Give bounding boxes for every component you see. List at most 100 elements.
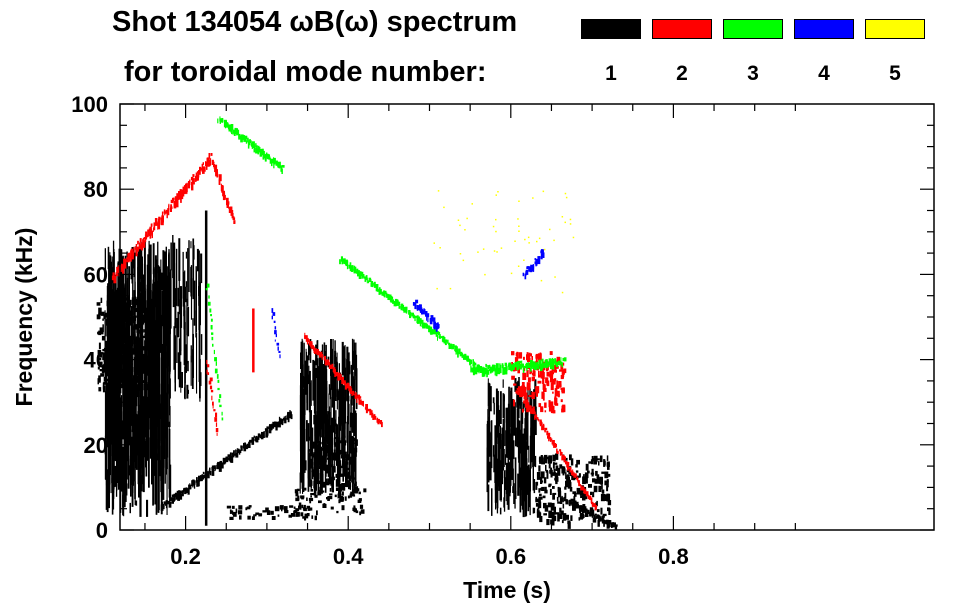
spectral-mark	[170, 242, 172, 271]
spectral-mark	[310, 410, 312, 448]
spectral-mark	[232, 217, 236, 221]
spectral-mark	[499, 364, 502, 370]
spectral-mark	[287, 415, 290, 423]
spectral-mark	[527, 236, 530, 239]
spectral-mark	[523, 356, 525, 360]
spectral-mark	[352, 438, 355, 444]
spectral-mark	[158, 321, 160, 403]
spectral-mark	[266, 430, 269, 436]
spectral-mark	[138, 437, 141, 472]
spectral-mark	[606, 455, 609, 461]
spectral-mark	[530, 364, 532, 372]
spectral-mark	[503, 470, 506, 512]
spectral-mark	[353, 505, 356, 510]
spectral-mark	[196, 332, 198, 394]
spectral-mark	[427, 325, 431, 329]
spectral-mark	[249, 439, 253, 443]
spectral-mark	[144, 290, 146, 315]
spectral-mark	[502, 364, 504, 370]
spectral-mark	[550, 382, 554, 391]
spectral-mark	[229, 206, 233, 212]
spectral-mark	[126, 251, 128, 301]
spectral-mark	[345, 461, 349, 465]
spectral-mark	[229, 516, 234, 520]
spectral-mark	[386, 293, 389, 297]
spectral-mark	[437, 334, 438, 341]
spectral-mark	[344, 414, 346, 430]
spectral-mark	[494, 367, 496, 376]
spectral-mark	[505, 364, 507, 371]
spectral-mark	[338, 491, 341, 495]
spectral-mark	[300, 495, 305, 499]
spectral-mark	[544, 410, 547, 413]
spectral-mark	[534, 396, 536, 423]
spectral-mark	[186, 298, 188, 336]
spectral-mark	[122, 325, 124, 412]
spectral-mark	[105, 312, 109, 318]
spectral-mark	[148, 361, 151, 394]
spectral-mark	[125, 381, 128, 438]
spectral-mark	[524, 460, 527, 479]
spectral-mark	[113, 314, 115, 353]
spectral-mark	[206, 158, 210, 167]
spectral-mark	[210, 153, 213, 156]
spectral-mark	[164, 430, 167, 439]
spectral-mark	[594, 479, 597, 484]
legend-swatch-mode-1	[581, 19, 641, 39]
spectral-mark	[564, 492, 567, 499]
spectral-mark	[154, 218, 158, 226]
spectral-mark	[216, 432, 218, 436]
spectral-mark	[459, 253, 462, 255]
spectral-mark	[274, 506, 280, 512]
spectral-mark	[525, 417, 527, 442]
legend-swatches	[581, 19, 927, 43]
spectral-mark	[476, 368, 478, 371]
spectral-mark	[285, 415, 287, 419]
spectral-mark	[499, 443, 501, 484]
spectral-mark	[357, 270, 360, 275]
spectral-mark	[313, 361, 316, 414]
spectral-mark	[139, 242, 141, 246]
spectral-mark	[302, 427, 305, 442]
spectral-mark	[149, 244, 152, 334]
spectral-mark	[151, 386, 153, 485]
spectral-mark	[560, 387, 565, 390]
spectral-mark	[199, 349, 201, 402]
spectral-mark	[480, 368, 483, 371]
spectral-mark	[602, 518, 604, 521]
spectral-mark	[280, 165, 283, 172]
spectral-mark	[536, 417, 539, 420]
spectral-mark	[231, 505, 235, 509]
spectral-mark	[334, 425, 336, 460]
spectral-mark	[544, 489, 548, 494]
spectral-mark	[247, 137, 249, 143]
spectral-mark	[552, 454, 556, 462]
spectral-mark	[563, 498, 566, 502]
spectral-mark	[312, 453, 315, 457]
spectral-mark	[225, 457, 228, 461]
spectral-mark	[598, 485, 602, 492]
spectral-mark	[527, 377, 531, 383]
spectral-mark	[258, 513, 262, 517]
spectral-mark	[199, 282, 201, 326]
spectral-mark	[141, 282, 143, 363]
spectral-mark	[606, 462, 610, 467]
spectral-mark	[327, 431, 330, 477]
spectral-mark	[593, 460, 597, 465]
spectral-mark	[184, 488, 187, 495]
spectral-mark	[123, 470, 125, 517]
spectral-mark	[549, 351, 553, 355]
spectral-mark	[441, 338, 444, 342]
spectral-mark	[549, 439, 552, 442]
spectral-mark	[132, 308, 134, 383]
spectral-mark	[560, 357, 562, 363]
spectral-mark	[350, 491, 355, 497]
spectral-mark	[502, 418, 505, 471]
spectral-mark	[177, 494, 180, 501]
spectral-mark	[553, 239, 555, 242]
spectral-mark	[569, 218, 572, 221]
spectral-mark	[147, 229, 150, 236]
spectral-mark	[549, 228, 551, 231]
spectral-mark	[332, 339, 334, 382]
spectral-mark	[555, 478, 558, 485]
